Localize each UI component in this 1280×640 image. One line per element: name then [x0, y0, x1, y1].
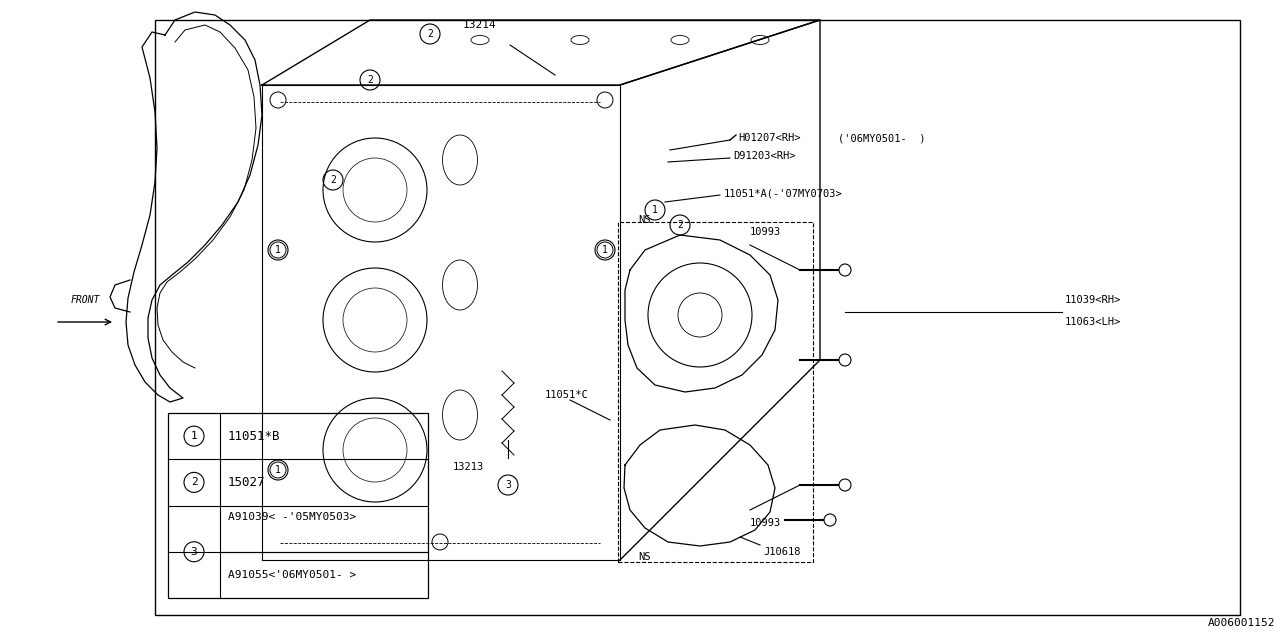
Bar [168, 413, 428, 598]
Text: 15027: 15027 [228, 476, 265, 489]
Text: 3: 3 [506, 480, 511, 490]
Text: FRONT: FRONT [70, 295, 100, 305]
Text: 2: 2 [428, 29, 433, 39]
Text: NS: NS [637, 215, 650, 225]
Text: 11051*C: 11051*C [545, 390, 589, 400]
Text: 3: 3 [191, 547, 197, 557]
Text: A006001152: A006001152 [1207, 618, 1275, 628]
Text: 11051*A(-'07MY0703>: 11051*A(-'07MY0703> [724, 188, 842, 198]
Text: A91055<'06MY0501- >: A91055<'06MY0501- > [228, 570, 356, 580]
Text: 13214: 13214 [463, 20, 497, 30]
Text: D91203<RH>: D91203<RH> [733, 151, 795, 161]
Text: 1: 1 [602, 245, 608, 255]
Circle shape [838, 264, 851, 276]
Text: 2: 2 [367, 75, 372, 85]
Text: H01207<RH>: H01207<RH> [739, 133, 800, 143]
Bar [618, 222, 813, 562]
Text: 10993: 10993 [750, 227, 781, 237]
Circle shape [824, 514, 836, 526]
Text: ('06MY0501-  ): ('06MY0501- ) [838, 133, 925, 143]
Text: 2: 2 [191, 477, 197, 488]
Circle shape [838, 479, 851, 491]
Text: 11063<LH>: 11063<LH> [1065, 317, 1121, 327]
Text: J10618: J10618 [763, 547, 800, 557]
Text: 11051*B: 11051*B [228, 429, 280, 443]
Text: 13213: 13213 [452, 462, 484, 472]
Text: 1: 1 [191, 431, 197, 441]
Bar [155, 20, 1240, 615]
Text: 1: 1 [275, 465, 280, 475]
Text: 2: 2 [677, 220, 684, 230]
Circle shape [838, 354, 851, 366]
Text: NS: NS [637, 552, 650, 562]
Text: 2: 2 [330, 175, 335, 185]
Text: 1: 1 [652, 205, 658, 215]
Text: 1: 1 [275, 245, 280, 255]
Text: A91039< -'05MY0503>: A91039< -'05MY0503> [228, 512, 356, 522]
Text: 10993: 10993 [750, 518, 781, 528]
Text: 11039<RH>: 11039<RH> [1065, 295, 1121, 305]
